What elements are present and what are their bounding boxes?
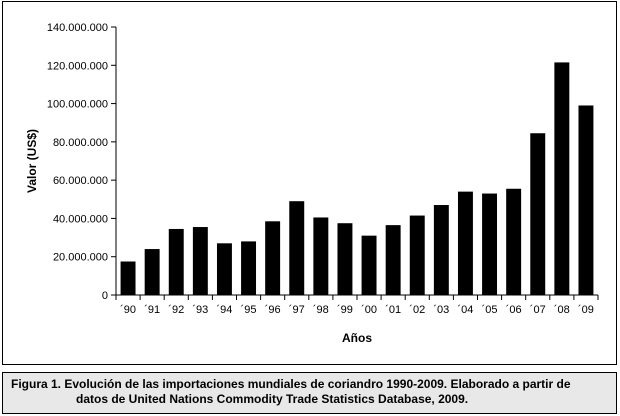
x-tick-label: ´93: [192, 304, 208, 316]
bars: [120, 62, 594, 295]
x-tick-label: ´02: [409, 304, 425, 316]
bar-18: [554, 62, 570, 295]
x-tick-label: ´04: [457, 304, 473, 316]
figure-caption: Figura 1. Evolución de las importaciones…: [2, 372, 617, 414]
bar-9: [337, 223, 353, 295]
x-tick-label: ´90: [120, 304, 136, 316]
x-axis-ticks: ´90 ´91 ´92 ´93 ´94 ´95 ´96 ´97 ´98 ´99 ´00 ´01 ´02 ´…: [115, 295, 599, 316]
y-tick-label: 40.000.000: [53, 213, 108, 225]
x-tick-label: ´95: [241, 304, 257, 316]
bar-16: [506, 188, 522, 295]
x-tick-label: ´92: [168, 304, 184, 316]
bar-15: [482, 193, 498, 295]
caption-line-1: Figura 1. Evolución de las importaciones…: [11, 377, 571, 391]
bar-2: [168, 228, 184, 295]
y-tick-label: 100.000.000: [47, 99, 108, 111]
y-axis-ticks: 0 20.000.000 40.000.000 60.000.000 80.000.00…: [47, 22, 116, 302]
x-tick-label: ´91: [144, 304, 160, 316]
x-tick-label: ´07: [530, 304, 546, 316]
y-tick-label: 20.000.000: [53, 252, 108, 264]
y-axis-label: Valor (US$): [25, 129, 39, 193]
x-tick-label: ´98: [313, 304, 329, 316]
y-tick-label: 60.000.000: [53, 175, 108, 187]
bar-14: [457, 191, 473, 295]
bar-11: [385, 225, 401, 295]
bar-1: [144, 249, 160, 295]
x-tick-label: ´96: [265, 304, 281, 316]
x-tick-label: ´09: [578, 304, 594, 316]
x-tick-label: ´97: [289, 304, 305, 316]
x-tick-label: ´05: [482, 304, 498, 316]
bar-17: [530, 133, 546, 295]
bar-7: [289, 201, 305, 295]
y-tick-label: 80.000.000: [53, 137, 108, 149]
bar-10: [361, 235, 377, 295]
x-tick-label: ´06: [506, 304, 522, 316]
bar-4: [216, 243, 232, 295]
bar-6: [265, 221, 281, 295]
bar-0: [120, 261, 136, 295]
y-tick-label: 120.000.000: [47, 60, 108, 72]
x-tick-label: ´94: [216, 304, 232, 316]
bar-5: [241, 241, 257, 295]
bar-13: [433, 205, 449, 295]
bar-8: [313, 217, 329, 295]
x-tick-label: ´08: [554, 304, 570, 316]
x-axis-label: Años: [342, 331, 372, 345]
y-tick-label: 140.000.000: [47, 22, 108, 34]
bar-chart: 0 20.000.000 40.000.000 60.000.000 80.000.00…: [25, 22, 599, 345]
y-tick-label: 0: [102, 290, 108, 302]
x-tick-label: ´03: [433, 304, 449, 316]
x-tick-label: ´99: [337, 304, 353, 316]
x-tick-label: ´00: [361, 304, 377, 316]
figure-frame: [2, 1, 617, 365]
bar-12: [409, 215, 425, 295]
bar-19: [578, 105, 594, 295]
bar-3: [192, 227, 208, 295]
caption-line-2: datos de United Nations Commodity Trade …: [76, 392, 469, 406]
x-tick-label: ´01: [385, 304, 401, 316]
